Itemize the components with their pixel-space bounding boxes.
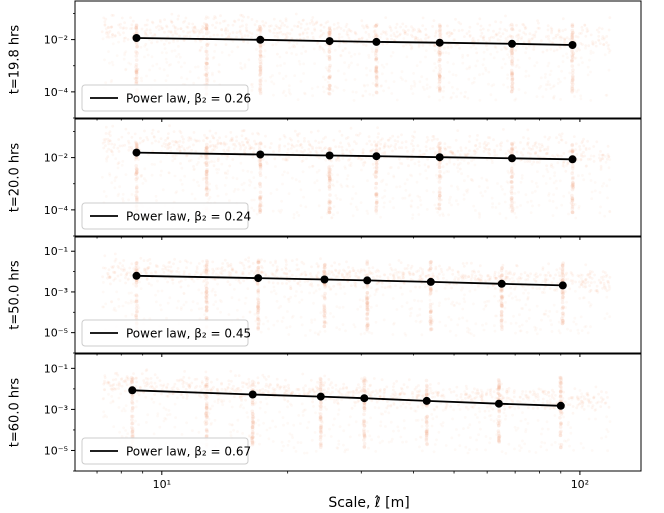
legend-label: Power law, β₂ = 0.24 bbox=[126, 210, 251, 224]
data-point bbox=[132, 271, 141, 280]
legend: Power law, β₂ = 0.26 bbox=[81, 84, 251, 112]
x-tick-label: 10¹ bbox=[153, 478, 171, 491]
panel-4: 10⁻¹ 10⁻³ 10⁻⁵ t=60.0 hrs Power law, β₂ = 0.… bbox=[8, 353, 642, 472]
legend: Power law, β₂ = 0.24 bbox=[81, 202, 251, 230]
data-point bbox=[128, 386, 137, 395]
y-tick-label: 10⁻⁵ bbox=[44, 327, 68, 340]
data-point bbox=[497, 279, 506, 288]
y-tick-label: 10⁻² bbox=[44, 152, 68, 165]
data-point bbox=[254, 274, 263, 283]
y-tick-label: 10⁻⁵ bbox=[44, 444, 68, 457]
data-point bbox=[363, 276, 372, 285]
data-point bbox=[568, 155, 577, 164]
data-point bbox=[316, 392, 325, 401]
y-tick-label: 10⁻¹ bbox=[44, 362, 68, 375]
legend: Power law, β₂ = 0.67 bbox=[81, 437, 251, 465]
y-tick-label: 10⁻² bbox=[44, 34, 68, 47]
x-tick-label: 10² bbox=[571, 478, 589, 491]
data-point bbox=[556, 401, 565, 410]
axes-frame bbox=[74, 353, 642, 472]
data-point bbox=[320, 275, 329, 284]
y-tick-label: 10⁻¹ bbox=[44, 245, 68, 258]
legend: Power law, β₂ = 0.45 bbox=[81, 319, 251, 347]
axes-frame bbox=[74, 0, 642, 119]
legend-box bbox=[81, 319, 249, 347]
data-point bbox=[360, 394, 369, 403]
axes-frame bbox=[74, 118, 642, 237]
data-point bbox=[248, 390, 257, 399]
y-axis-label: t=60.0 hrs bbox=[8, 378, 23, 448]
axes-frame bbox=[74, 236, 642, 354]
data-point bbox=[132, 148, 141, 157]
y-axis-label: t=20.0 hrs bbox=[8, 143, 23, 213]
legend-label: Power law, β₂ = 0.67 bbox=[126, 445, 251, 459]
data-point bbox=[372, 152, 381, 161]
legend-label: Power law, β₂ = 0.45 bbox=[126, 327, 251, 341]
y-tick-label: 10⁻⁴ bbox=[44, 86, 69, 99]
data-point bbox=[508, 154, 516, 163]
data-point bbox=[256, 35, 265, 44]
y-axis-label: t=19.8 hrs bbox=[8, 25, 23, 95]
data-point bbox=[325, 151, 334, 160]
data-point bbox=[372, 37, 381, 46]
data-point bbox=[494, 399, 503, 408]
legend-label: Power law, β₂ = 0.26 bbox=[126, 92, 251, 106]
y-tick-label: 10⁻⁴ bbox=[44, 204, 69, 217]
x-axis-label: Scale, ℓ̂ [m] bbox=[328, 495, 409, 511]
y-tick-label: 10⁻³ bbox=[44, 286, 68, 299]
data-point bbox=[422, 396, 431, 405]
panel-3: 10⁻¹ 10⁻³ 10⁻⁵ t=50.0 hrs Power law, β₂ = 0.… bbox=[8, 236, 642, 354]
legend-box bbox=[81, 437, 249, 465]
y-axis-label: t=50.0 hrs bbox=[8, 260, 23, 330]
data-point bbox=[256, 150, 265, 159]
data-point bbox=[435, 153, 444, 162]
panel-2: 10⁻² 10⁻⁴ t=20.0 hrs Power law, β₂ = 0.24 bbox=[8, 118, 642, 237]
data-point bbox=[508, 39, 516, 48]
shared-x-axis: 10¹ 10² bbox=[96, 118, 589, 491]
data-point bbox=[426, 277, 435, 286]
data-point bbox=[558, 281, 567, 290]
y-tick-label: 10⁻³ bbox=[44, 403, 68, 416]
data-point bbox=[435, 38, 444, 47]
data-point bbox=[132, 34, 141, 42]
data-point bbox=[568, 41, 577, 49]
legend-box bbox=[81, 84, 249, 112]
legend-box bbox=[81, 202, 249, 230]
panel-1: 10⁻² 10⁻⁴ t=19.8 hrs Power law, β₂ = 0.26 bbox=[8, 0, 642, 119]
data-point bbox=[325, 37, 334, 46]
